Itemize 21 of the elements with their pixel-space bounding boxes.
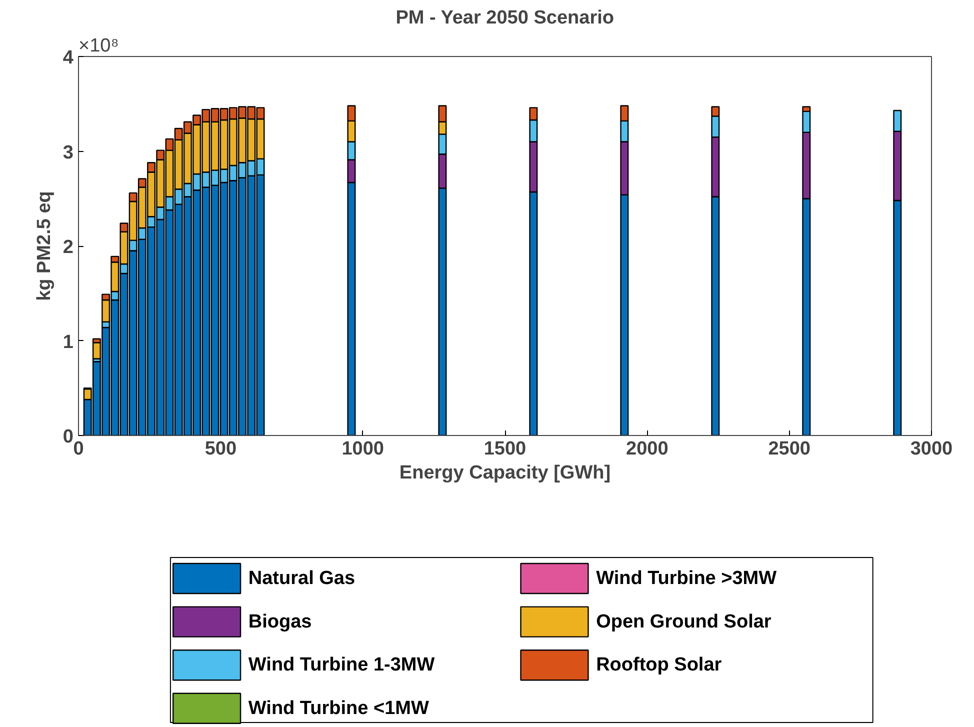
- x-tick-label: 1500: [484, 438, 526, 460]
- text: ×10⁸: [78, 36, 119, 56]
- y-tick-label: 3: [62, 142, 74, 164]
- y-axis-title: kg PM2.5 eq: [34, 191, 55, 301]
- legend-label: Wind Turbine 1-3MW: [248, 654, 435, 676]
- legend-label: Biogas: [248, 611, 312, 632]
- legend-label: Natural Gas: [248, 568, 356, 589]
- legend-label: Rooftop Solar: [596, 654, 722, 676]
- chart-title: PM - Year 2050 Scenario: [396, 8, 614, 28]
- x-axis-title: Energy Capacity [GWh]: [399, 462, 611, 484]
- x-tick-label: 1000: [342, 438, 384, 460]
- x-tick-label: 500: [204, 438, 237, 460]
- x-tick-label: 2500: [768, 438, 810, 460]
- x-tick-label: 3000: [910, 438, 953, 460]
- y-tick-label: 4: [62, 48, 74, 68]
- legend-label: Wind Turbine >3MW: [596, 568, 777, 589]
- y-tick-label: 1: [62, 332, 74, 353]
- x-tick-label: 2000: [626, 438, 668, 460]
- y-tick-label: 2: [62, 237, 74, 258]
- legend-label: Wind Turbine <1MW: [248, 698, 429, 719]
- legend-label: Open Ground Solar: [596, 611, 772, 632]
